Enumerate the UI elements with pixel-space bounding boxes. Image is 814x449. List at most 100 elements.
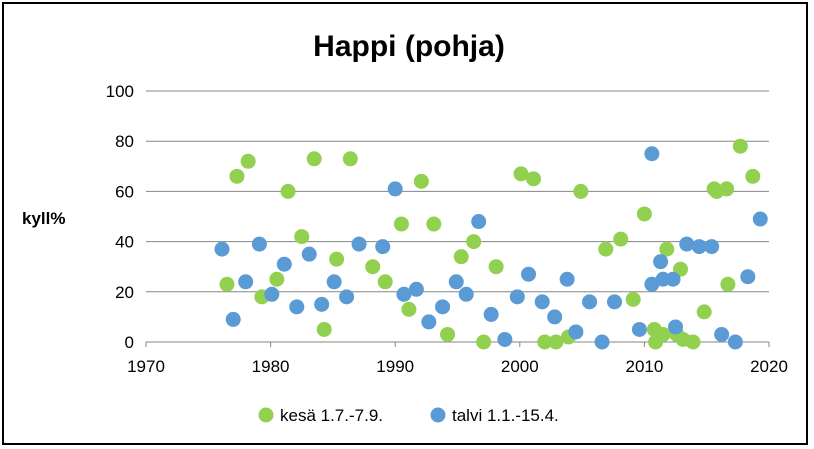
- data-point: [229, 168, 245, 184]
- y-tick-label: 60: [115, 182, 134, 201]
- data-point: [276, 256, 292, 272]
- data-point: [316, 321, 332, 337]
- data-point: [636, 206, 652, 222]
- data-point: [613, 231, 629, 247]
- data-point: [396, 286, 412, 302]
- y-tick-label: 0: [125, 333, 134, 352]
- data-point: [365, 259, 381, 275]
- data-point: [401, 301, 417, 317]
- data-point: [426, 216, 442, 232]
- data-point: [471, 214, 487, 230]
- data-point: [625, 291, 641, 307]
- data-point: [745, 168, 761, 184]
- data-point: [240, 153, 256, 169]
- data-point: [238, 274, 254, 290]
- data-point: [598, 241, 614, 257]
- data-point: [476, 334, 492, 350]
- y-tick-label: 40: [115, 233, 134, 252]
- data-point: [458, 286, 474, 302]
- data-point: [631, 321, 647, 337]
- data-point: [704, 239, 720, 255]
- data-point: [387, 181, 403, 197]
- data-point: [534, 294, 550, 310]
- legend-marker: [430, 407, 446, 423]
- y-tick-label: 100: [106, 82, 134, 101]
- data-point: [314, 296, 330, 312]
- data-point: [679, 236, 695, 252]
- data-point: [497, 331, 513, 347]
- data-point: [413, 173, 429, 189]
- legend-marker: [258, 407, 274, 423]
- data-point: [582, 294, 598, 310]
- y-axis-label: kyll%: [22, 209, 65, 228]
- data-point: [393, 216, 409, 232]
- x-tick-label: 1980: [252, 357, 290, 376]
- data-point: [264, 286, 280, 302]
- data-point: [225, 311, 241, 327]
- x-tick-label: 2000: [501, 357, 539, 376]
- data-point: [537, 334, 553, 350]
- series-winter: [214, 146, 768, 350]
- data-point: [573, 183, 589, 199]
- data-point: [606, 294, 622, 310]
- data-point: [301, 246, 317, 262]
- data-point: [720, 276, 736, 292]
- data-point: [568, 324, 584, 340]
- data-point: [351, 236, 367, 252]
- data-point: [269, 271, 285, 287]
- data-point: [668, 319, 684, 335]
- data-point: [653, 254, 669, 270]
- data-point: [251, 236, 267, 252]
- x-tick-label: 1970: [127, 357, 165, 376]
- data-point: [329, 251, 345, 267]
- data-point: [691, 239, 707, 255]
- data-point: [440, 326, 456, 342]
- x-tick-label: 1990: [376, 357, 414, 376]
- data-point: [644, 276, 660, 292]
- data-point: [289, 299, 305, 315]
- legend-label: talvi 1.1.-15.4.: [452, 406, 559, 425]
- x-tick-label: 2020: [750, 357, 788, 376]
- data-point: [727, 334, 743, 350]
- series-summer: [219, 138, 761, 350]
- data-point: [714, 326, 730, 342]
- data-point: [483, 306, 499, 322]
- data-point: [435, 299, 451, 315]
- data-point: [214, 241, 230, 257]
- data-point: [659, 241, 675, 257]
- data-point: [513, 166, 529, 182]
- data-point: [488, 259, 504, 275]
- data-point: [421, 314, 437, 330]
- data-point: [559, 271, 575, 287]
- data-point: [521, 266, 537, 282]
- data-point: [342, 151, 358, 167]
- data-point: [696, 304, 712, 320]
- data-point: [685, 334, 701, 350]
- legend-label: kesä 1.7.-7.9.: [280, 406, 383, 425]
- data-point: [719, 181, 735, 197]
- data-point: [219, 276, 235, 292]
- data-point: [526, 171, 542, 187]
- data-point: [509, 289, 525, 305]
- data-point: [377, 274, 393, 290]
- data-point: [453, 249, 469, 265]
- data-point: [408, 281, 424, 297]
- scatter-chart: Happi (pohja) kyll% 0 20 40 60 80 100 1970 1980…: [22, 30, 788, 425]
- data-point: [644, 146, 660, 162]
- y-tick-label: 80: [115, 132, 134, 151]
- chart-frame: Happi (pohja) kyll% 0 20 40 60 80 100 1970 1980…: [2, 2, 808, 445]
- data-point: [740, 269, 756, 285]
- data-point: [339, 289, 355, 305]
- data-point: [294, 229, 310, 245]
- data-point: [306, 151, 322, 167]
- data-point: [548, 334, 564, 350]
- data-point: [732, 138, 748, 154]
- data-point: [326, 274, 342, 290]
- data-point: [594, 334, 610, 350]
- data-point: [375, 239, 391, 255]
- data-point: [547, 309, 563, 325]
- data-point: [752, 211, 768, 227]
- data-point: [466, 234, 482, 250]
- data-point: [665, 271, 681, 287]
- x-tick-label: 2010: [625, 357, 663, 376]
